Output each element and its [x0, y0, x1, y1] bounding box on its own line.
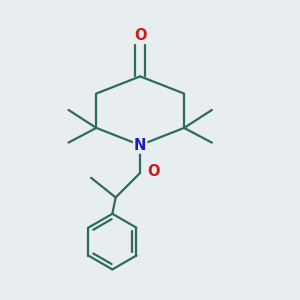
Text: N: N [134, 138, 146, 153]
Text: O: O [147, 164, 160, 179]
Text: O: O [134, 28, 146, 43]
